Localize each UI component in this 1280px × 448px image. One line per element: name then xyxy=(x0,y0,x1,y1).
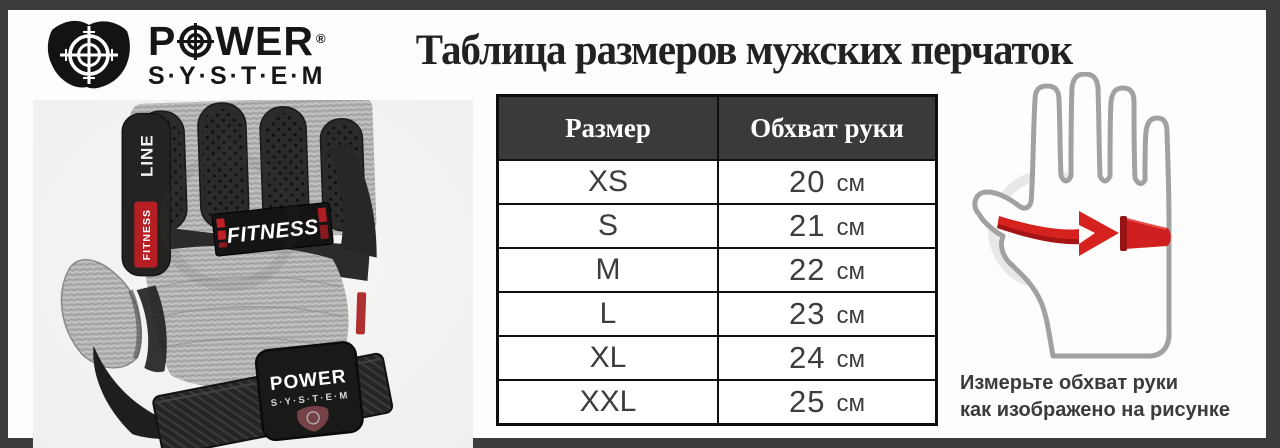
thumb-crease xyxy=(128,289,142,360)
strap-red-tag xyxy=(134,201,158,268)
cell-girth: 24 см xyxy=(717,337,935,379)
cell-size: XXL xyxy=(579,385,637,418)
hand-diagram xyxy=(972,72,1172,359)
cell-size: XL xyxy=(589,341,627,374)
brand-word-wer: WER xyxy=(215,18,315,64)
power-patch: POWER S·Y·S·T·E·M xyxy=(254,341,364,442)
cell-girth: 25 см xyxy=(717,381,935,423)
cell-girth: 21 см xyxy=(717,205,935,247)
cell-size: L xyxy=(599,297,617,330)
table-row: XXL 25 см xyxy=(499,379,935,423)
girth-number: 23 xyxy=(789,296,826,331)
registered-mark: ® xyxy=(316,31,327,46)
cell-girth: 23 см xyxy=(717,293,935,335)
girth-unit: см xyxy=(836,301,865,329)
table-row: XS 20 см xyxy=(499,159,935,203)
glove-photo: LINE FITNESS POWER xyxy=(33,100,473,448)
shield-icon xyxy=(47,20,130,89)
instruction-line-1: Измерьте обхват руки xyxy=(960,372,1179,394)
glove-strap: LINE FITNESS xyxy=(121,112,172,277)
table-row: XL 24 см xyxy=(499,335,935,379)
page-title: Таблица размеров мужских перчаток xyxy=(415,27,1073,74)
glove-side-edge xyxy=(326,141,377,258)
table-header-girth: Обхват руки xyxy=(717,97,935,159)
girth-unit: см xyxy=(836,389,865,417)
thumb-gap-shadow xyxy=(136,285,167,373)
strap-line-text: LINE xyxy=(137,134,156,177)
table-header-size: Размер xyxy=(565,112,651,143)
girth-number: 22 xyxy=(789,252,826,287)
table-row: M 22 см xyxy=(499,247,935,291)
crosshair-icon xyxy=(60,26,118,84)
table-header-row: Размер Обхват руки xyxy=(499,97,935,159)
watermark-icon xyxy=(159,128,299,292)
brand-logo: P WER ® S·Y·S·T·E·M xyxy=(42,16,327,96)
instruction-note: Измерьте обхват руки как изображено на р… xyxy=(960,370,1230,424)
girth-unit: см xyxy=(836,345,865,373)
target-o-icon xyxy=(177,22,215,60)
size-table: Размер Обхват руки XS 20 см S 21 см M xyxy=(496,94,938,426)
cell-girth: 20 см xyxy=(717,161,935,203)
brand-word-p: P xyxy=(148,18,177,64)
table-row: L 23 см xyxy=(499,291,935,335)
fitness-label: FITNESS xyxy=(211,201,334,257)
glove-illustration: LINE FITNESS POWER xyxy=(60,100,394,448)
brand-word: P WER ® xyxy=(148,18,327,64)
content-area: P WER ® S·Y·S·T·E·M Таблица разме xyxy=(8,10,1266,448)
brand-sub: S·Y·S·T·E·M xyxy=(148,62,326,90)
girth-unit: см xyxy=(836,213,865,241)
girth-unit: см xyxy=(836,257,865,285)
table-row: S 21 см xyxy=(499,203,935,247)
hand-outline xyxy=(972,72,1172,359)
instruction-line-2: как изображено на рисунке xyxy=(960,399,1230,421)
cell-girth: 22 см xyxy=(717,249,935,291)
girth-number: 25 xyxy=(789,384,826,419)
girth-number: 24 xyxy=(789,340,826,375)
side-woven-tag xyxy=(355,292,367,335)
girth-number: 21 xyxy=(789,208,826,243)
strap-tag-text: FITNESS xyxy=(141,209,153,260)
patch-crosshair xyxy=(306,411,320,425)
patch-shield-ghost xyxy=(296,405,329,432)
brand-text: P WER ® S·Y·S·T·E·M xyxy=(148,21,327,91)
cell-size: M xyxy=(595,253,621,286)
girth-unit: см xyxy=(836,169,865,197)
girth-number: 20 xyxy=(789,164,826,199)
glove-bottom-edge xyxy=(93,345,207,440)
measure-arrow xyxy=(997,211,1171,256)
cell-size: S xyxy=(597,209,618,242)
cell-size: XS xyxy=(587,165,629,198)
